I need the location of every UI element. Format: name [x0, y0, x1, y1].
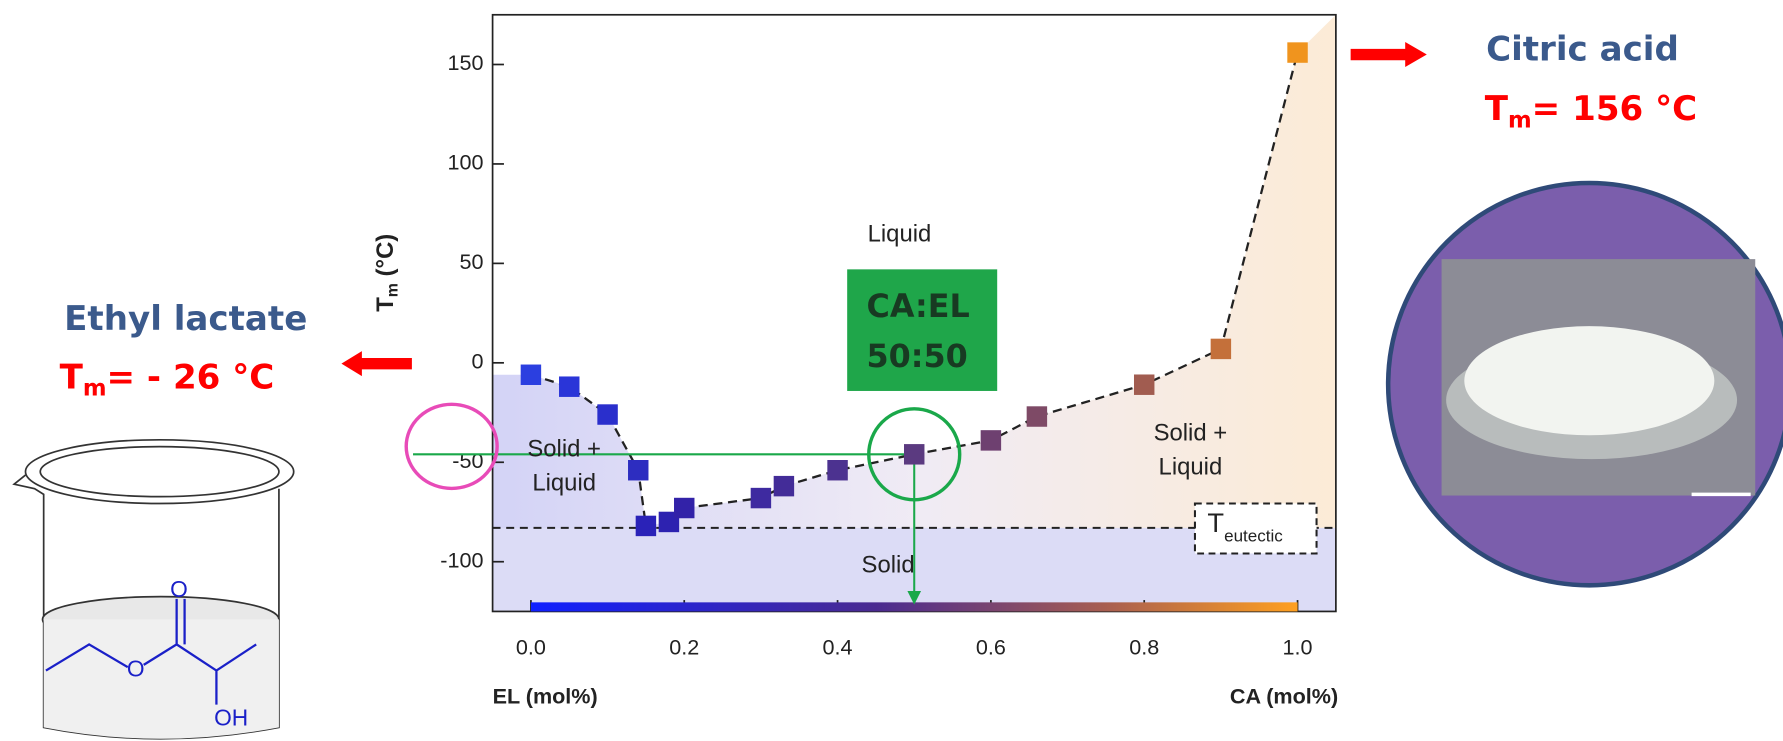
x-tick-label: 0.2: [669, 635, 699, 660]
y-tick-label: -50: [452, 448, 483, 473]
data-point: [1211, 339, 1231, 359]
y-axis-label-part: T: [372, 297, 399, 312]
data-point: [904, 444, 924, 464]
composition-label: 50:50: [866, 337, 967, 375]
y-axis-label-part: m: [385, 283, 402, 297]
citric-acid-photo: [1388, 183, 1783, 585]
region-label: Liquid: [532, 469, 596, 496]
compound-name: Ethyl lactate: [64, 299, 307, 339]
melting-point: Tm= 156 °C: [1485, 89, 1697, 133]
atom-label: OH: [214, 704, 248, 730]
eutectic-label-part: T: [1207, 507, 1224, 538]
x-axis-label: EL (mol%): [493, 684, 598, 709]
atom-label: O: [170, 576, 188, 602]
data-point: [636, 516, 656, 536]
data-point: [674, 498, 694, 518]
arrow: [341, 351, 411, 376]
y-tick-label: -100: [440, 547, 483, 572]
region-label: Liquid: [868, 221, 932, 248]
y-tick-label: 50: [459, 249, 483, 274]
data-point: [1027, 406, 1047, 426]
composition-label: CA:EL: [866, 287, 969, 325]
x-axis-label: CA (mol%): [1230, 684, 1338, 709]
data-point: [751, 488, 771, 508]
x-tick-label: 0.8: [1129, 635, 1159, 660]
arrow: [1351, 42, 1427, 67]
data-point: [827, 460, 847, 480]
region-label: Liquid: [1159, 454, 1223, 481]
x-tick-label: 0.6: [976, 635, 1006, 660]
y-axis-label-part: (°C): [372, 234, 399, 283]
eutectic-label-part: eutectic: [1224, 526, 1283, 545]
data-point: [521, 365, 541, 385]
data-point: [1287, 42, 1307, 62]
data-point: [1134, 374, 1154, 394]
data-point: [981, 430, 1001, 450]
melting-point: Tm= - 26 °C: [60, 357, 275, 401]
compound-name: Citric acid: [1486, 30, 1679, 70]
y-tick-label: 0: [471, 349, 483, 374]
data-point: [559, 376, 579, 396]
x-tick-label: 0.0: [516, 635, 546, 660]
atom-label: O: [127, 656, 145, 682]
beaker: [14, 440, 294, 739]
y-tick-label: 100: [447, 150, 483, 175]
y-axis-label: Tm (°C): [372, 234, 402, 312]
data-point: [628, 460, 648, 480]
region-label: Solid +: [527, 435, 601, 462]
data-point: [774, 476, 794, 496]
figure: 150 100 50 0 -50 -100 0.0 0.2 0.4 0.6 0.8 1.0 Tm (°C…: [0, 0, 1783, 741]
data-point: [597, 404, 617, 424]
x-tick-label: 0.4: [823, 635, 853, 660]
highlight-circle: [406, 404, 497, 488]
y-tick-label: 150: [447, 50, 483, 75]
x-tick-label: 1.0: [1283, 635, 1313, 660]
region-label: Solid: [862, 551, 915, 578]
region-label: Solid +: [1154, 419, 1228, 446]
